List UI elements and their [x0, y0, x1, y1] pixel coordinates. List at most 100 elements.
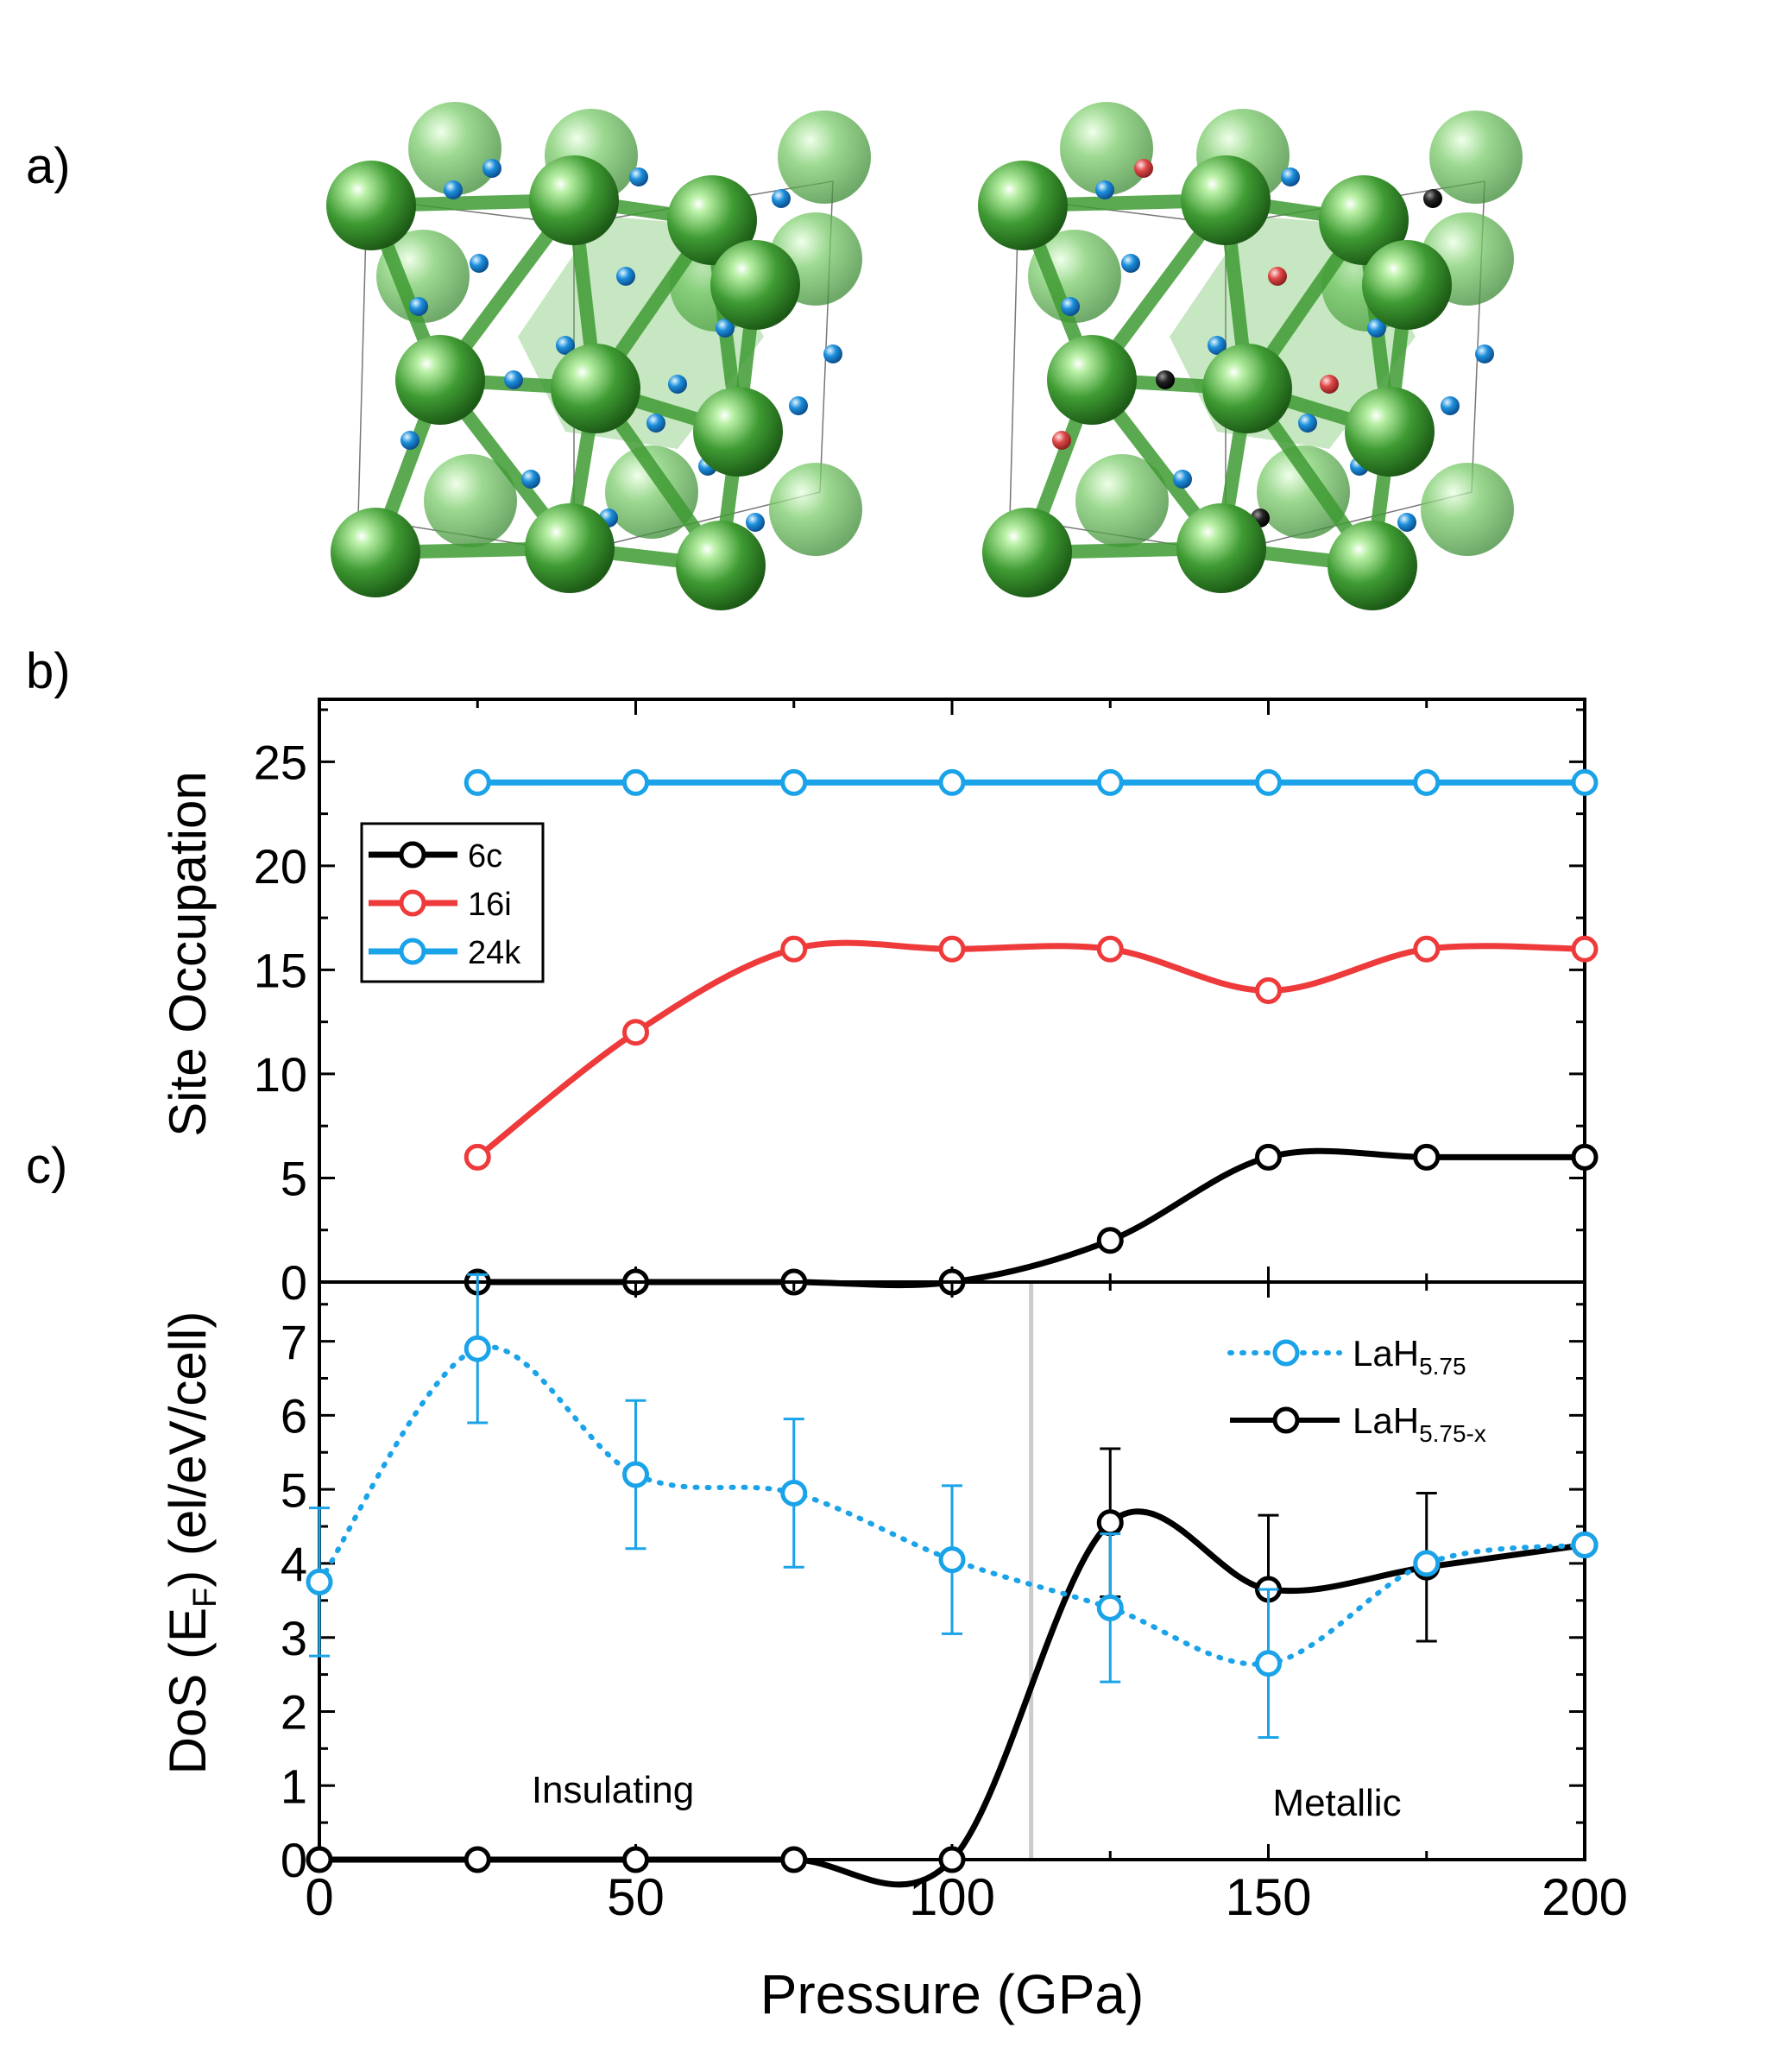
data-point-16i — [1571, 935, 1599, 963]
h-atom-24k — [400, 431, 419, 450]
h-atom-24k — [556, 336, 575, 355]
dos-y-tick-label: 5 — [281, 1462, 307, 1517]
x-tick-label: 150 — [1225, 1868, 1311, 1926]
h-atom-24k — [1441, 396, 1460, 415]
h-atom-6c — [1423, 189, 1442, 208]
data-point-24k — [1571, 768, 1599, 796]
la-atom-back — [605, 445, 698, 539]
data-point-6c — [1413, 1143, 1441, 1171]
data-point-6c — [1255, 1143, 1282, 1171]
x-axis-label-pressure: Pressure (GPa) — [760, 1963, 1145, 2025]
occupation-y-tick-label: 20 — [254, 839, 307, 894]
h-atom-24k — [1298, 414, 1317, 433]
site-occupation-chart: Site Occupation 6c 16i 24k 0 5 10 15 20 25 — [159, 698, 1599, 1310]
data-point-lah575x — [622, 1846, 649, 1873]
la-atom-back — [1421, 463, 1514, 556]
dos-y-tick-label: 7 — [281, 1315, 307, 1369]
data-point-16i — [464, 1143, 491, 1171]
series-line-lah575x — [319, 1508, 1586, 1888]
la-atom-back — [1429, 111, 1523, 204]
data-point-16i — [938, 935, 966, 963]
legend-marker-lah575x — [1272, 1406, 1300, 1434]
dos-y-tick-label: 4 — [281, 1537, 307, 1591]
h-atom-16i — [1134, 159, 1153, 178]
h-atom-24k — [521, 470, 540, 489]
la-atom — [395, 335, 485, 425]
occupation-y-tick-label: 5 — [281, 1152, 307, 1206]
legend-marker-16i — [399, 889, 426, 917]
data-point-lah575x — [464, 1846, 491, 1873]
legend-label-16i: 16i — [468, 887, 512, 923]
data-point-24k — [938, 768, 966, 796]
h-atom-6c — [1156, 370, 1175, 389]
data-point-lah575 — [780, 1479, 808, 1507]
data-point-lah575 — [1571, 1531, 1599, 1558]
la-atom — [1327, 521, 1417, 610]
la-atom — [326, 161, 416, 250]
legend-marker-lah575 — [1272, 1339, 1300, 1367]
la-atom-back — [778, 111, 871, 204]
legend-label-24k: 24k — [468, 935, 521, 971]
data-point-16i — [780, 935, 808, 963]
h-atom-24k — [409, 297, 428, 316]
data-point-6c — [1571, 1143, 1599, 1171]
series-line-16i — [474, 939, 1588, 1160]
la-atom — [1319, 175, 1409, 265]
legend-marker-6c — [399, 841, 426, 869]
la-atom — [667, 175, 757, 265]
legend-label-6c: 6c — [468, 838, 502, 875]
panel-label-b: b) — [26, 643, 71, 699]
data-point-6c — [1096, 1227, 1124, 1254]
la-atom — [978, 161, 1068, 250]
h-atom-24k — [629, 167, 648, 186]
la-atom-back — [769, 463, 862, 556]
occupation-y-tick-label: 0 — [281, 1255, 307, 1310]
la-atom-back — [1060, 102, 1153, 195]
h-atom-24k — [470, 254, 489, 273]
h-atom-24k — [616, 267, 635, 286]
la-atom-back — [1028, 230, 1121, 323]
h-atom-24k — [823, 344, 842, 363]
la-atom — [1176, 503, 1266, 593]
h-atom-24k — [1121, 254, 1140, 273]
data-point-lah575 — [938, 1546, 966, 1574]
la-atom-back — [376, 230, 470, 323]
data-point-24k — [1096, 768, 1124, 796]
structure-lah575 — [326, 102, 871, 610]
occupation-y-tick-label: 25 — [254, 735, 307, 789]
crystal-structures — [326, 102, 1523, 610]
data-point-24k — [780, 768, 808, 796]
h-atom-24k — [482, 159, 501, 178]
h-atom-24k — [1367, 319, 1386, 338]
h-atom-24k — [1173, 470, 1192, 489]
la-atom — [1345, 387, 1435, 477]
h-atom-24k — [1095, 180, 1114, 199]
h-atom-24k — [504, 370, 523, 389]
h-atom-24k — [789, 396, 808, 415]
panel-label-a: a) — [26, 138, 71, 194]
dos-y-tick-label: 3 — [281, 1611, 307, 1665]
data-point-24k — [1413, 768, 1441, 796]
la-atom-back — [1075, 454, 1169, 547]
data-point-16i — [1413, 935, 1441, 963]
data-point-lah575x — [938, 1846, 966, 1873]
x-tick-label: 100 — [909, 1868, 995, 1926]
dos-y-tick-label: 0 — [281, 1833, 307, 1887]
h-atom-24k — [1061, 297, 1080, 316]
x-tick-label: 200 — [1542, 1868, 1628, 1926]
dos-chart: DoS (EF) (el/eV/cell) Pressure (GPa) Ins… — [159, 1273, 1628, 2025]
data-point-lah575 — [1413, 1550, 1441, 1577]
dos-y-tick-label: 2 — [281, 1685, 307, 1740]
la-atom — [525, 503, 615, 593]
data-point-16i — [622, 1019, 649, 1046]
legend-label-lah575x: LaH5.75-x — [1353, 1400, 1486, 1447]
occupation-y-tick-label: 15 — [254, 944, 307, 998]
y-axis-label-dos: DoS (EF) (el/eV/cell) — [159, 1311, 224, 1775]
data-point-lah575 — [1255, 1650, 1282, 1677]
data-point-16i — [1096, 935, 1124, 963]
data-point-24k — [1255, 768, 1282, 796]
annotation-insulating: Insulating — [532, 1769, 694, 1811]
h-atom-16i — [1052, 431, 1071, 450]
h-atom-24k — [646, 414, 665, 433]
